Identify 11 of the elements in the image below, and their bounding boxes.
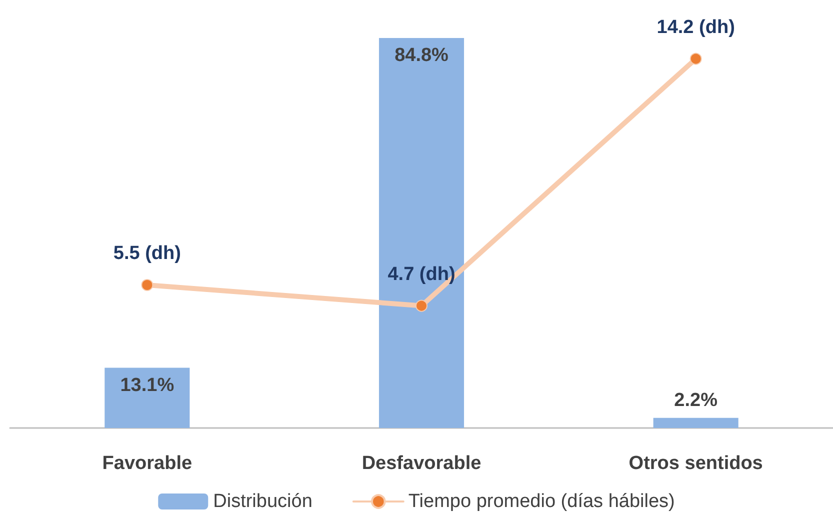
legend-label: Distribución: [213, 491, 312, 512]
data-label: 14.2 (dh): [656, 16, 735, 38]
legend-label: Tiempo promedio (días hábiles): [408, 491, 675, 512]
x-tick-label: Desfavorable: [362, 453, 482, 474]
data-label: 5.5 (dh): [113, 243, 181, 264]
data-label: 2.2%: [674, 390, 718, 411]
data-label: 4.7 (dh): [388, 264, 456, 285]
x-tick-label: Favorable: [102, 453, 192, 474]
data-label: 13.1%: [120, 374, 174, 396]
x-tick-label: Otros sentidos: [628, 453, 763, 474]
data-label: 84.8%: [394, 45, 449, 66]
